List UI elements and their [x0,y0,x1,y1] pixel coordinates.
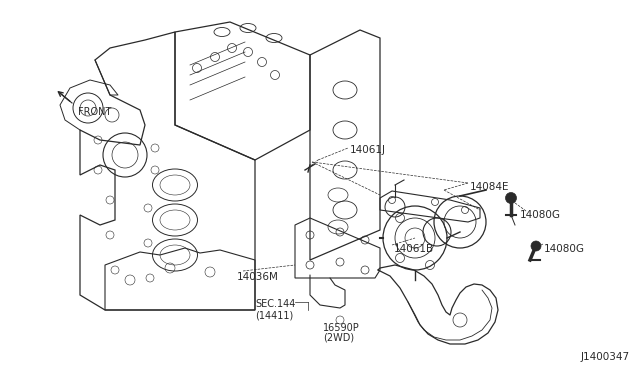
Text: 14080G: 14080G [520,210,561,220]
Text: J1400347: J1400347 [581,352,630,362]
Text: SEC.144: SEC.144 [255,299,296,309]
Text: 16590P: 16590P [323,323,360,333]
Text: FRONT: FRONT [78,107,111,117]
Text: 14084E: 14084E [470,182,509,192]
Text: (2WD): (2WD) [323,333,354,343]
Text: 14036M: 14036M [237,272,279,282]
Circle shape [506,192,516,203]
Text: 14061B: 14061B [394,244,434,254]
Circle shape [531,241,541,251]
Text: 14080G: 14080G [544,244,585,254]
Text: (14411): (14411) [255,310,293,320]
Text: 14061J: 14061J [350,145,386,155]
